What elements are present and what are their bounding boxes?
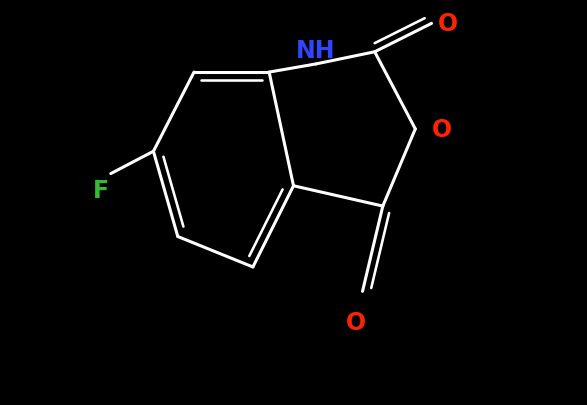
Text: NH: NH — [296, 38, 336, 63]
Text: O: O — [438, 12, 458, 36]
Text: O: O — [431, 117, 452, 142]
Text: O: O — [346, 310, 366, 334]
Text: F: F — [93, 178, 109, 202]
